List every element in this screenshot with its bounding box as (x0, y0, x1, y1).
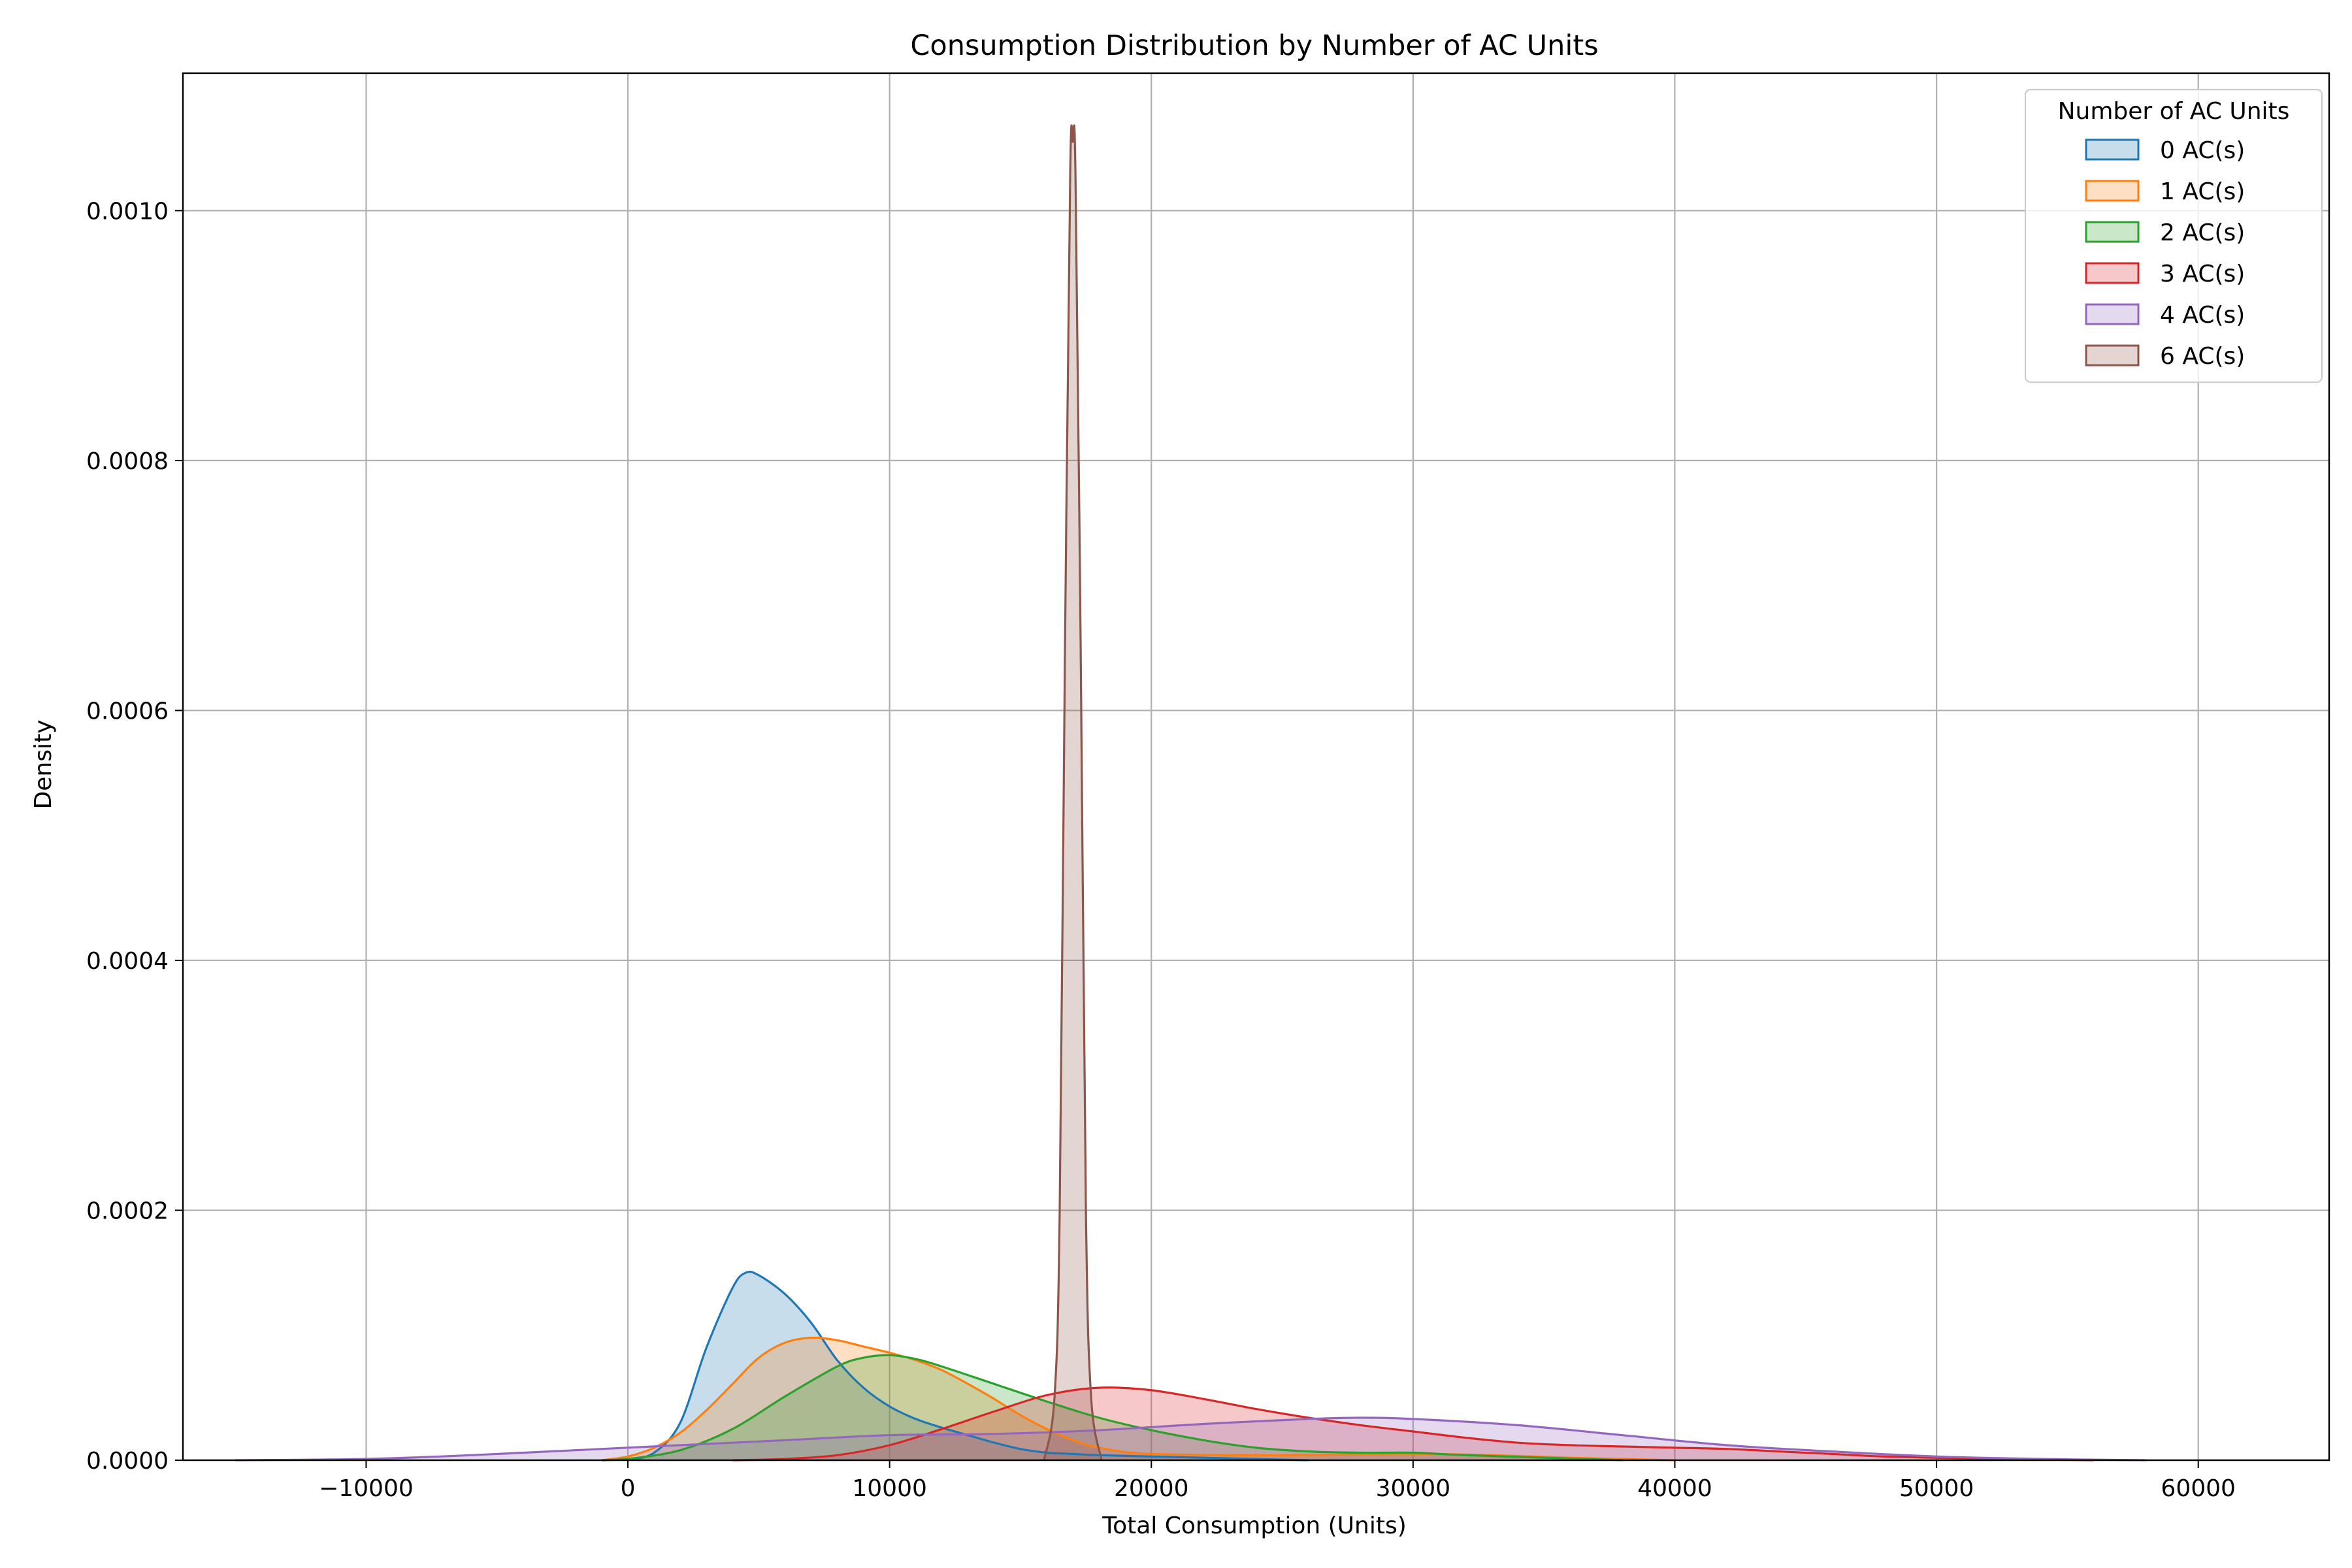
density-areas (235, 125, 2146, 1461)
x-tick-label: 20000 (1114, 1475, 1189, 1502)
legend-label-0-ac-s: 0 AC(s) (2160, 137, 2245, 164)
density-lines (235, 124, 2146, 1462)
legend-box (2024, 88, 2323, 384)
density-area-3-ac-s (732, 1387, 2094, 1460)
y-tick-label: 0.0006 (86, 698, 169, 725)
x-tick-label: 0 (621, 1475, 636, 1502)
density-line-4-ac-s (235, 1416, 2146, 1462)
legend-swatch-3-ac-s (2085, 262, 2140, 284)
x-tick-label: −10000 (319, 1475, 414, 1502)
legend-swatch-2-ac-s (2085, 221, 2140, 243)
grid-lines (183, 73, 2329, 1462)
x-tick-label: 60000 (2161, 1475, 2236, 1502)
legend-label-2-ac-s: 2 AC(s) (2160, 220, 2245, 246)
y-tick-label: 0.0000 (86, 1448, 169, 1475)
legend-swatch-1-ac-s (2085, 180, 2140, 202)
density-line-3-ac-s (732, 1386, 2094, 1462)
legend-label-1-ac-s: 1 AC(s) (2160, 178, 2245, 205)
density-line-0-ac-s (627, 1270, 1309, 1462)
y-axis-label: Density (30, 720, 57, 809)
density-line-2-ac-s (601, 1354, 1623, 1462)
y-tick-label: 0.0002 (86, 1198, 169, 1224)
legend-label-6-ac-s: 6 AC(s) (2160, 343, 2245, 370)
x-tick-label: 50000 (1899, 1475, 1974, 1502)
x-tick-label: 40000 (1637, 1475, 1712, 1502)
density-area-1-ac-s (602, 1337, 1675, 1460)
legend-label-3-ac-s: 3 AC(s) (2160, 261, 2245, 287)
x-tick-label: 10000 (852, 1475, 927, 1502)
y-tick-label: 0.0004 (86, 948, 169, 975)
axis-ticks: −10000 0 10000 20000 30000 40000 50000 60000 0.0… (86, 198, 2236, 1502)
y-tick-label: 0.0008 (86, 448, 169, 475)
legend-label-4-ac-s: 4 AC(s) (2160, 302, 2245, 329)
x-tick-label: 30000 (1376, 1475, 1451, 1502)
legend-swatch-4-ac-s (2085, 303, 2140, 325)
density-area-0-ac-s (628, 1271, 1309, 1460)
density-area-6-ac-s (1044, 125, 1102, 1461)
legend-items: 0 AC(s) 1 AC(s) 2 AC(s) 3 AC(s) 4 AC(s) 6 AC(… (2085, 137, 2245, 370)
chart-title: Consumption Distribution by Number of AC… (910, 29, 1598, 62)
density-line-6-ac-s (1043, 124, 1103, 1461)
legend-swatch-6-ac-s (2085, 344, 2140, 367)
plot-area-frame (182, 72, 2330, 1462)
legend-swatch-0-ac-s (2085, 139, 2140, 161)
legend-title: Number of AC Units (2058, 98, 2290, 125)
y-tick-label: 0.0010 (86, 198, 169, 225)
x-axis-label: Total Consumption (Units) (1102, 1512, 1407, 1539)
legend: Number of AC Units 0 AC(s) 1 AC(s) 2 AC(s)… (2024, 88, 2323, 384)
density-line-1-ac-s (601, 1336, 1675, 1462)
